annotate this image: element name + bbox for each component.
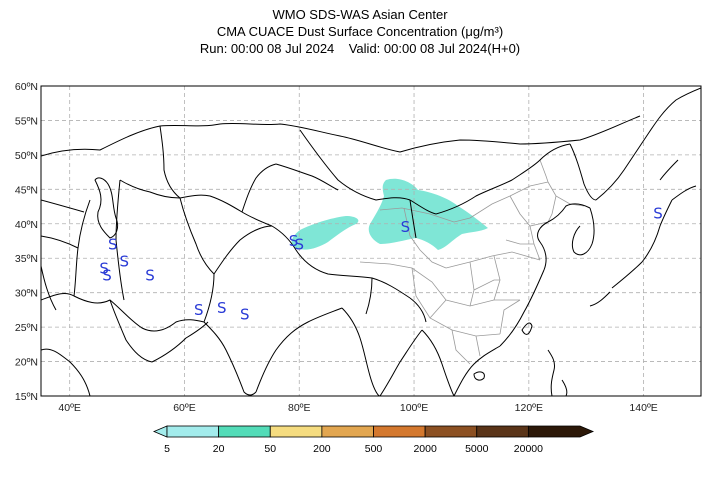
legend-swatch [321, 425, 374, 438]
map-frame [40, 85, 702, 397]
lat-tick-label: 60ºN [15, 81, 38, 93]
lat-tick-label: 30ºN [15, 288, 38, 300]
dust-storm-symbol: S [289, 232, 299, 250]
legend-swatch [527, 425, 595, 438]
map-background [41, 86, 701, 396]
lon-tick-label: 140ºE [629, 402, 657, 414]
map-title: WMO SDS-WAS Asian Center CMA CUACE Dust … [0, 6, 720, 57]
coastlines-and-borders [41, 87, 701, 396]
lat-tick-label: 25ºN [15, 322, 38, 334]
dust-storm-symbol: S [99, 260, 109, 278]
concentration-legend: 5 20 50 200 500 2000 5000 20000 [152, 425, 595, 455]
legend-swatch [424, 425, 478, 438]
lat-tick-label: 15ºN [15, 391, 38, 403]
legend-label: 5000 [465, 443, 489, 455]
legend-swatch [218, 425, 271, 438]
latitude-labels: 15ºN 20ºN 25ºN 30ºN 35ºN 40ºN 45ºN 50ºN 55ºN 60ºN [15, 81, 38, 403]
legend-swatch [166, 425, 220, 438]
dust-storm-symbol: S [194, 301, 204, 319]
dust-storm-symbol: S [119, 253, 129, 271]
lon-tick-label: 120ºE [515, 402, 543, 414]
lat-tick-label: 55ºN [15, 115, 38, 127]
dust-storm-symbol: S [145, 266, 155, 284]
lon-tick-label: 40ºE [58, 402, 81, 414]
lat-tick-label: 40ºN [15, 219, 38, 231]
legend-label: 500 [365, 443, 383, 455]
lon-tick-label: 60ºE [173, 402, 196, 414]
dust-storm-symbol: S [294, 235, 304, 253]
longitude-labels: 40ºE 60ºE 80ºE 100ºE 120ºE 140ºE [58, 402, 657, 414]
lon-tick-label: 80ºE [288, 402, 311, 414]
dust-storm-symbol: S [217, 299, 227, 317]
dust-storm-symbol: S [240, 306, 250, 324]
legend-label: 50 [264, 443, 276, 455]
legend-label: 20 [213, 443, 225, 455]
legend-label: 2000 [413, 443, 437, 455]
legend-label: 5 [164, 443, 170, 455]
title-line-1: WMO SDS-WAS Asian Center [272, 7, 448, 22]
title-line-3: Run: 00:00 08 Jul 2024 Valid: 00:00 08 J… [199, 41, 521, 56]
dust-storm-symbol: S [102, 266, 112, 284]
title-line-2: CMA CUACE Dust Surface Concentration (μg… [216, 24, 504, 39]
lat-tick-label: 35ºN [15, 253, 38, 265]
lat-tick-label: 45ºN [15, 184, 38, 196]
legend-label: 20000 [514, 443, 543, 455]
lat-tick-label: 20ºN [15, 357, 38, 369]
legend-arrow-left [152, 425, 168, 438]
dust-concentration-area [291, 178, 488, 250]
legend-swatch [269, 425, 323, 438]
dust-storm-symbol: S [401, 218, 411, 236]
dust-storm-symbol: S [653, 204, 663, 222]
legend-swatch [476, 425, 529, 438]
dust-storm-symbol: S [108, 235, 118, 253]
lon-tick-label: 100ºE [400, 402, 428, 414]
legend-label: 200 [313, 443, 331, 455]
lat-tick-label: 50ºN [15, 150, 38, 162]
legend-swatch [373, 425, 426, 438]
